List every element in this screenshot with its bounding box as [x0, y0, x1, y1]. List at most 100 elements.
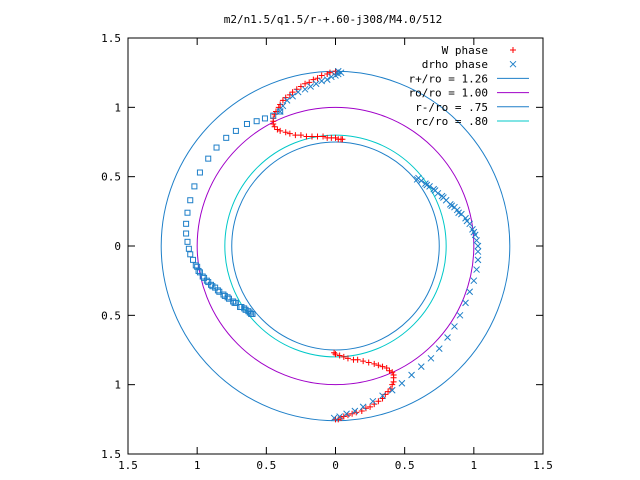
data-point [205, 155, 212, 162]
x-tick-label: 1 [471, 459, 478, 472]
chart-title: m2/n1.5/q1.5/r-+.60-j308/M4.0/512 [224, 13, 443, 26]
data-point [379, 395, 386, 402]
data-point [451, 323, 458, 330]
circle-curve [196, 106, 475, 386]
data-point [196, 169, 203, 176]
data-point [427, 354, 435, 362]
data-point [474, 248, 482, 255]
data-point [216, 288, 223, 295]
data-point [243, 120, 250, 127]
y-tick-label: 0.5 [101, 309, 121, 322]
data-point [308, 133, 315, 140]
data-point [389, 381, 396, 388]
data-point [314, 133, 321, 140]
data-point [431, 187, 439, 194]
data-point [350, 356, 357, 363]
data-point [440, 194, 447, 201]
data-point [444, 334, 451, 341]
data-point [318, 72, 325, 79]
data-point [271, 123, 278, 130]
data-point [336, 413, 344, 420]
data-point [297, 132, 304, 139]
data-point [312, 80, 320, 88]
data-point [187, 197, 194, 204]
legend-label: r+/ro = 1.26 [409, 72, 488, 85]
data-point [277, 127, 284, 134]
legend-label: rc/ro = .80 [415, 115, 488, 128]
data-point [367, 403, 374, 410]
data-point [338, 136, 345, 143]
data-point [327, 73, 335, 81]
data-point [473, 237, 480, 244]
data-point [238, 304, 245, 311]
data-point [297, 83, 304, 90]
x-tick-label: 1 [194, 459, 201, 472]
data-point [375, 398, 382, 405]
data-point [365, 359, 372, 366]
data-point [201, 274, 208, 281]
data-point [184, 209, 191, 216]
data-point [314, 75, 321, 82]
legend-label: drho phase [422, 58, 488, 71]
data-point [320, 133, 327, 140]
y-tick-label: 1 [114, 101, 121, 114]
data-point [448, 202, 456, 210]
legend-label: W phase [442, 44, 488, 57]
data-point [474, 256, 482, 264]
y-tick-label: 0.5 [101, 171, 121, 184]
data-point [474, 242, 482, 250]
data-point [358, 408, 365, 415]
data-point [303, 133, 310, 140]
data-point [385, 388, 392, 395]
data-point [302, 80, 309, 87]
data-point [389, 369, 396, 376]
data-point [386, 367, 393, 374]
circle-curve [231, 141, 440, 351]
legend-label: r-/ro = .75 [415, 101, 488, 114]
data-point [455, 209, 462, 217]
data-point [463, 217, 471, 225]
data-point [388, 386, 396, 394]
circle-curve [224, 134, 447, 358]
data-point [306, 79, 313, 86]
data-point [183, 220, 190, 227]
data-point [351, 407, 359, 415]
y-tick-label: 1.5 [101, 32, 121, 45]
y-tick-label: 0 [114, 240, 121, 253]
data-point [221, 292, 228, 299]
data-point [340, 353, 347, 360]
data-point [332, 351, 339, 358]
data-point [462, 299, 469, 307]
data-point [223, 134, 230, 141]
data-point [212, 284, 219, 291]
data-point [261, 115, 268, 122]
data-point [205, 279, 212, 286]
x-tick-label: 1.5 [533, 459, 553, 472]
data-point [245, 308, 252, 315]
data-point [375, 362, 382, 369]
data-point [194, 263, 201, 270]
data-point [390, 378, 397, 385]
data-point [318, 77, 326, 85]
data-point [435, 345, 443, 352]
data-point [326, 69, 333, 76]
axis-ticks: 1.5 1 0.5 0 0.5 1 1.51.510.500.511.5 [101, 32, 553, 472]
data-point [473, 266, 480, 273]
x-tick-label: 1.5 [118, 459, 138, 472]
data-point [331, 349, 338, 356]
data-point [270, 120, 277, 127]
data-point [466, 288, 474, 296]
data-point [417, 363, 425, 370]
data-point [323, 76, 331, 83]
legend-marker [509, 60, 517, 68]
data-point [398, 379, 406, 387]
data-point [283, 97, 291, 104]
x-tick-label: 0.5 [256, 459, 276, 472]
data-point [282, 129, 289, 136]
y-tick-label: 1.5 [101, 448, 121, 461]
legend-marker [510, 47, 516, 53]
data-point [360, 358, 367, 365]
data-point [332, 134, 339, 141]
